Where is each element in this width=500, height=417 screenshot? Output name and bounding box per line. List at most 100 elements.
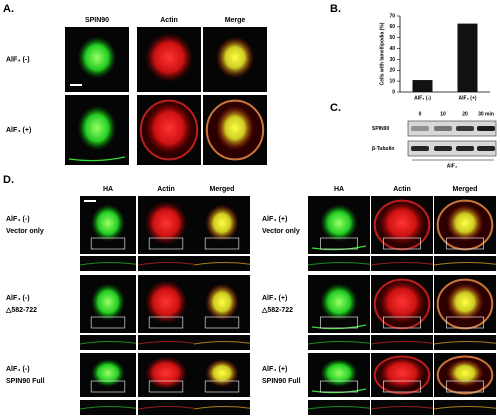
inset-zoom (194, 256, 250, 271)
cell (320, 358, 358, 388)
label: Actin (393, 186, 411, 193)
cell (215, 36, 255, 79)
inset-signal (370, 341, 434, 345)
label: 30 min (478, 111, 494, 117)
label: 0 (392, 89, 395, 95)
cell (144, 32, 194, 83)
inset-box (446, 237, 484, 250)
lamellipodia-edge (311, 324, 367, 330)
label: D. (3, 174, 14, 186)
inset-box (90, 237, 126, 250)
label: AlF₄ (+) (458, 95, 476, 101)
cell (378, 200, 426, 246)
label: 0 (419, 111, 422, 117)
cell (378, 356, 426, 390)
inset-signal (79, 406, 137, 410)
inset-zoom (308, 335, 370, 350)
label: Merged (453, 186, 478, 193)
inset-box (148, 316, 184, 329)
label: Vector only (6, 228, 44, 235)
cell (91, 204, 125, 242)
label: HA (334, 186, 344, 193)
label: A. (3, 3, 14, 15)
cell (378, 279, 426, 325)
bar (412, 80, 433, 92)
cell (215, 105, 255, 151)
label: AlF₄ (-) (6, 295, 30, 302)
band (456, 146, 474, 151)
inset-zoom (194, 400, 250, 415)
cell (205, 283, 239, 321)
inset-box (204, 316, 240, 329)
inset-zoom (371, 400, 433, 415)
inset-box (446, 316, 484, 329)
inset-box (90, 316, 126, 329)
label: Actin (160, 17, 178, 24)
label: Actin (157, 186, 175, 193)
inset-box (204, 237, 240, 250)
inset-box (320, 380, 358, 393)
cell (446, 204, 484, 242)
label: 70 (389, 13, 395, 19)
label: AlF₄ (-) (6, 56, 30, 63)
label: Merged (210, 186, 235, 193)
inset-signal (370, 406, 434, 410)
inset-zoom (434, 335, 496, 350)
label: 20 (462, 111, 468, 117)
cell (144, 356, 188, 390)
inset-box (148, 237, 184, 250)
inset-zoom (308, 400, 370, 415)
band (477, 126, 495, 131)
band (477, 146, 495, 151)
inset-box (204, 380, 240, 393)
label: AlF₄ (+) (6, 127, 31, 134)
label: AlF₄ (+) (262, 216, 287, 223)
inset-box (320, 237, 358, 250)
cell (320, 204, 358, 242)
inset-signal (433, 262, 497, 266)
inset-box (383, 380, 421, 393)
inset-box (320, 316, 358, 329)
inset-signal (137, 406, 195, 410)
label: AlF₄ (+) (262, 366, 287, 373)
inset-signal (137, 341, 195, 345)
label: △582-722 (261, 307, 293, 314)
inset-signal (433, 406, 497, 410)
cell (446, 283, 484, 321)
label: 30 (389, 57, 395, 63)
cell (320, 283, 358, 321)
inset-signal (137, 262, 195, 266)
label: SPIN90 Full (262, 378, 301, 385)
label: 20 (389, 68, 395, 74)
label: B. (330, 3, 341, 15)
label: SPIN90 (85, 17, 109, 24)
inset-zoom (194, 335, 250, 350)
inset-signal (307, 406, 371, 410)
label: SPIN90 Full (6, 378, 45, 385)
label: C. (330, 102, 341, 114)
band (434, 126, 452, 131)
label: 50 (389, 35, 395, 41)
inset-box (383, 237, 421, 250)
label: AlF₄ (-) (414, 95, 431, 101)
cell (446, 358, 484, 388)
inset-signal (307, 262, 371, 266)
cell (77, 105, 117, 151)
inset-signal (79, 341, 137, 345)
inset-zoom (434, 256, 496, 271)
cell (205, 358, 239, 388)
band (456, 126, 474, 131)
label: Vector only (262, 228, 300, 235)
cell (91, 283, 125, 321)
inset-zoom (80, 400, 136, 415)
inset-signal (433, 341, 497, 345)
cell (144, 279, 188, 325)
scale-bar (84, 200, 96, 202)
scale-bar (70, 84, 82, 86)
inset-box (90, 380, 126, 393)
band (434, 146, 452, 151)
label: β-Tubulin (372, 146, 394, 152)
cell (77, 36, 117, 79)
inset-signal (79, 262, 137, 266)
